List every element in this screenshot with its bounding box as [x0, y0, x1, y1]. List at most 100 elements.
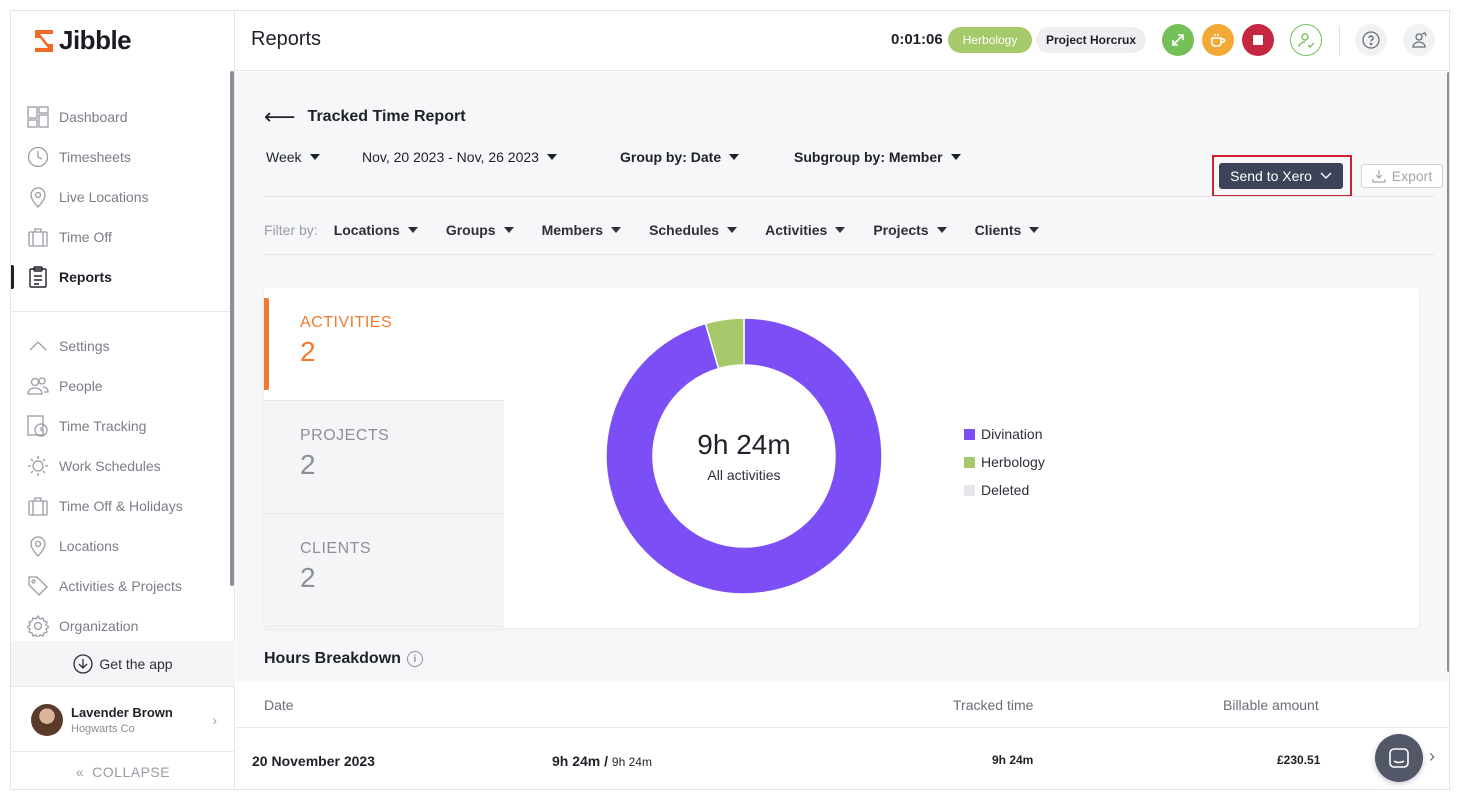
- filters-divider: [264, 254, 1434, 255]
- user-clock-icon: [1298, 33, 1315, 48]
- download-icon: [1372, 170, 1386, 183]
- sidebar-item-time-tracking[interactable]: Time Tracking: [11, 406, 235, 446]
- gear-icon: [27, 615, 49, 637]
- sidebar-item-timesheets[interactable]: Timesheets: [11, 137, 235, 177]
- row-tracked: 9h 24m: [992, 753, 1034, 767]
- sidebar-item-settings[interactable]: Settings: [11, 326, 235, 366]
- sidebar-item-work-schedules[interactable]: Work Schedules: [11, 446, 235, 486]
- sidebar-item-locations[interactable]: Locations: [11, 526, 235, 566]
- switch-icon: [1172, 34, 1184, 46]
- filter-clients[interactable]: Clients: [975, 222, 1040, 238]
- sidebar: Jibble Dashboard Timesheets Live Locatio…: [11, 11, 235, 789]
- filter-members[interactable]: Members: [541, 222, 622, 238]
- tab-count: 2: [300, 336, 316, 367]
- send-to-xero-button[interactable]: Send to Xero: [1219, 163, 1343, 189]
- total-time: 9h 24m: [697, 429, 791, 460]
- sidebar-item-organization[interactable]: Organization: [11, 606, 235, 646]
- take-break-button[interactable]: [1202, 24, 1234, 56]
- page-title: Reports: [251, 28, 322, 50]
- sidebar-item-live-locations[interactable]: Live Locations: [11, 177, 235, 217]
- donut-slice-herbology[interactable]: [704, 317, 745, 370]
- group-by-select[interactable]: Group by: Date: [620, 149, 740, 165]
- filter-locations[interactable]: Locations: [334, 222, 418, 238]
- people-icon: [27, 375, 49, 397]
- sidebar-item-label: Work Schedules: [59, 458, 161, 474]
- filter-schedules[interactable]: Schedules: [649, 222, 738, 238]
- tab-label: CLIENTS: [300, 540, 372, 557]
- caret-down-icon: [729, 154, 740, 160]
- help-icon: [1362, 31, 1380, 49]
- tab-activities[interactable]: ACTIVITIES 2: [264, 288, 504, 401]
- current-project-pill[interactable]: Project Horcrux: [1036, 27, 1146, 53]
- help-button[interactable]: [1355, 24, 1387, 56]
- column-header-tracked[interactable]: Tracked time: [953, 697, 1034, 713]
- subgroup-by-select[interactable]: Subgroup by: Member: [794, 149, 961, 165]
- filter-name: Activities: [765, 222, 828, 238]
- chevron-right-icon: ›: [212, 712, 217, 728]
- caret-down-icon: [835, 227, 846, 233]
- report-header: ⟵ Tracked Time Report: [264, 106, 466, 128]
- filter-name: Clients: [974, 222, 1022, 238]
- chat-icon: [1389, 748, 1409, 768]
- account-button[interactable]: [1403, 24, 1435, 56]
- user-profile[interactable]: Lavender Brown Hogwarts Co ›: [11, 688, 235, 752]
- get-app-button[interactable]: Get the app: [11, 641, 235, 687]
- tab-projects[interactable]: PROJECTS 2: [264, 401, 504, 514]
- legend-item-divination[interactable]: Divination: [964, 420, 1045, 448]
- caret-down-icon: [1029, 227, 1040, 233]
- sidebar-item-dashboard[interactable]: Dashboard: [11, 97, 235, 137]
- tab-clients[interactable]: CLIENTS 2: [264, 514, 504, 627]
- donut-center: 9h 24m All activities: [604, 316, 884, 596]
- filter-name: Members: [541, 222, 604, 238]
- sidebar-item-time-off[interactable]: Time Off: [11, 217, 235, 257]
- coffee-icon: [1211, 34, 1226, 47]
- report-controls: Week Nov, 20 2023 - Nov, 26 2023 Group b…: [264, 149, 1434, 168]
- back-arrow-icon[interactable]: ⟵: [264, 104, 296, 129]
- sidebar-item-activities-projects[interactable]: Activities & Projects: [11, 566, 235, 606]
- sidebar-item-reports[interactable]: Reports: [11, 257, 235, 297]
- switch-activity-button[interactable]: [1162, 24, 1194, 56]
- caret-down-icon: [936, 227, 947, 233]
- main-scrollbar[interactable]: [1447, 72, 1449, 672]
- legend-label: Divination: [981, 426, 1043, 442]
- table-row[interactable]: 20 November 2023 9h 24m / 9h 24m 9h 24m …: [236, 728, 1449, 789]
- info-icon[interactable]: i: [406, 651, 423, 667]
- sidebar-item-label: Time Off: [59, 229, 112, 245]
- export-button[interactable]: Export: [1361, 164, 1443, 188]
- date-range-select[interactable]: Nov, 20 2023 - Nov, 26 2023: [362, 149, 557, 165]
- legend-item-herbology[interactable]: Herbology: [964, 448, 1045, 476]
- column-header-billable[interactable]: Billable amount: [1223, 697, 1319, 713]
- sidebar-scrollbar[interactable]: [230, 71, 234, 586]
- period-select[interactable]: Week: [266, 149, 320, 165]
- sidebar-item-label: Settings: [59, 338, 110, 354]
- current-activity-pill[interactable]: Herbology: [948, 27, 1032, 53]
- column-header-date[interactable]: Date: [264, 697, 294, 713]
- suitcase-icon: [27, 495, 49, 517]
- tag-icon: [27, 575, 49, 597]
- legend-item-deleted[interactable]: Deleted: [964, 476, 1045, 504]
- filter-projects[interactable]: Projects: [873, 222, 947, 238]
- filter-name: Groups: [445, 222, 496, 238]
- sidebar-item-label: Reports: [59, 269, 112, 285]
- caret-down-icon: [727, 227, 738, 233]
- chevron-right-icon[interactable]: ›: [1429, 746, 1435, 766]
- avatar: [31, 703, 63, 736]
- account-settings-icon: [1412, 32, 1427, 48]
- filter-groups[interactable]: Groups: [446, 222, 514, 238]
- clock-in-member-button[interactable]: [1290, 24, 1322, 56]
- clock-icon: [27, 146, 49, 168]
- donut-slice-divination[interactable]: [605, 317, 883, 595]
- summary-card: ACTIVITIES 2 PROJECTS 2 CLIENTS 2 9h 24m…: [264, 288, 1419, 628]
- filter-activities[interactable]: Activities: [765, 222, 846, 238]
- clock-out-button[interactable]: [1242, 24, 1274, 56]
- user-name: Lavender Brown: [71, 704, 173, 720]
- sidebar-item-label: Organization: [59, 618, 139, 634]
- chat-support-button[interactable]: [1375, 734, 1423, 782]
- row-hours-sub: 9h 24m: [611, 755, 652, 769]
- collapse-button[interactable]: « COLLAPSE: [11, 753, 235, 789]
- row-billable: £230.51: [1277, 753, 1321, 767]
- jibble-logo[interactable]: Jibble: [33, 25, 132, 56]
- sidebar-item-people[interactable]: People: [11, 366, 235, 406]
- sidebar-item-time-off-holidays[interactable]: Time Off & Holidays: [11, 486, 235, 526]
- row-date: 20 November 2023: [252, 753, 375, 769]
